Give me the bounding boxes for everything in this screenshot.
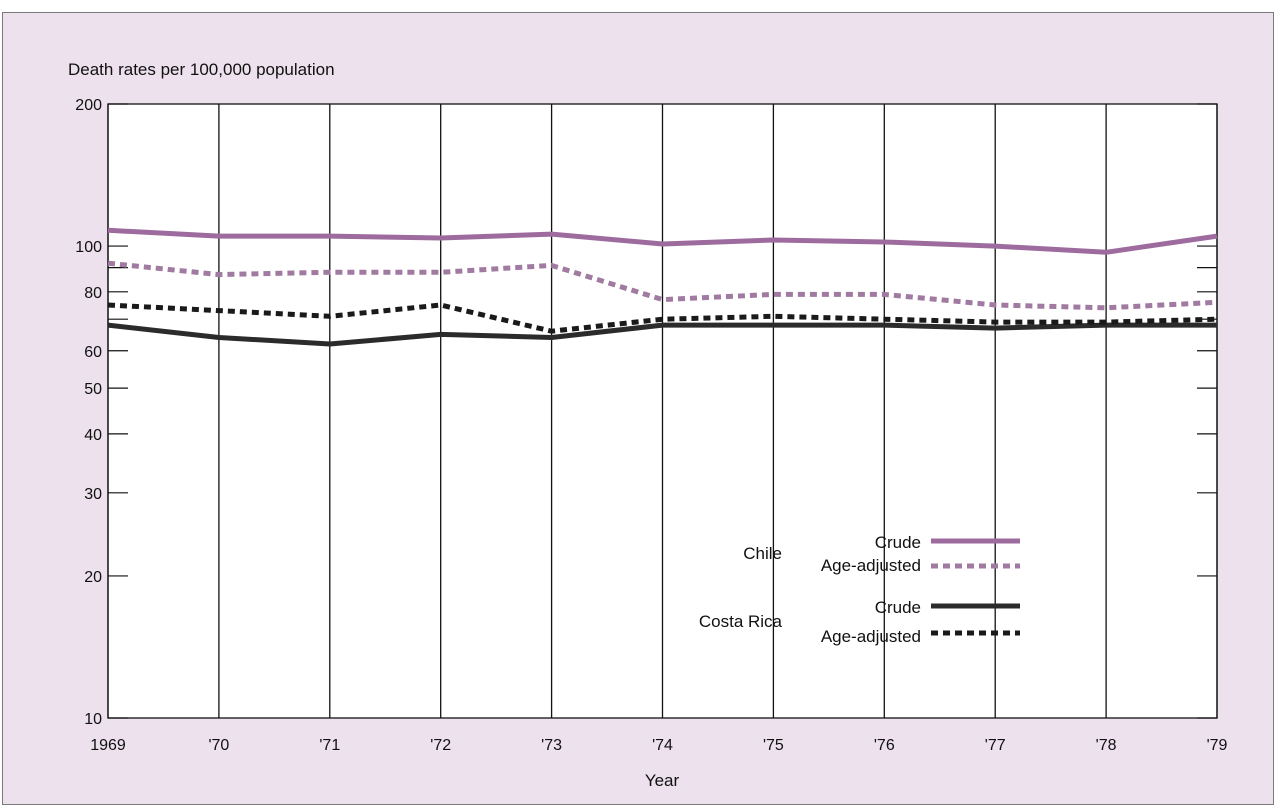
x-tick-label-1977: '77 [985,737,1006,754]
y-tick-label-60: 60 [84,344,102,361]
x-tick-label-1972: '72 [430,737,451,754]
x-tick-label-1978: '78 [1096,737,1117,754]
y-tick-label-20: 20 [84,569,102,586]
y-tick-label-200: 200 [75,97,102,114]
legend-chile-group-label: Chile [743,544,782,563]
y-tick-label-40: 40 [84,427,102,444]
series-lines [107,227,1218,347]
y-tick-label-50: 50 [84,381,102,398]
legend-chile-crude-label: Crude [875,533,921,552]
series-line-chile-age-adjusted [107,260,1218,311]
y-axis-title: Death rates per 100,000 population [68,60,335,79]
axis-ticks: 1969 '70 '71 '72 '73 '74 '75 '76 '77 '78 '79 10 20 30… [75,97,1227,754]
y-tick-label-10: 10 [84,711,102,728]
series-line-chile-crude [107,227,1218,255]
y-tick-label-100: 100 [75,239,102,256]
x-tick-label-1973: '73 [541,737,562,754]
legend-costa-rica-group-label: Costa Rica [699,612,783,631]
series-line-costa-rica-age-adjusted [107,302,1218,334]
x-tick-label-1975: '75 [763,737,784,754]
legend: Crude Age-adjusted Chile Crude Age-adjus… [699,533,1020,646]
x-tick-label-1979: '79 [1207,737,1228,754]
x-tick-label-1970: '70 [208,737,229,754]
x-tick-label-1974: '74 [652,737,673,754]
y-tick-label-30: 30 [84,486,102,503]
series-line-costa-rica-crude [107,322,1217,347]
x-tick-label-1971: '71 [319,737,340,754]
grid-lines [107,103,1218,719]
x-axis-title: Year [645,771,680,790]
y-tick-label-80: 80 [84,285,102,302]
legend-costa-rica-crude-label: Crude [875,598,921,617]
legend-costa-rica-age-adjusted-label: Age-adjusted [821,627,921,646]
legend-chile-age-adjusted-label: Age-adjusted [821,556,921,575]
x-tick-label-1976: '76 [874,737,895,754]
top-margin [0,0,1280,10]
plot-border [107,103,1218,719]
x-tick-label-1969: 1969 [90,737,126,754]
